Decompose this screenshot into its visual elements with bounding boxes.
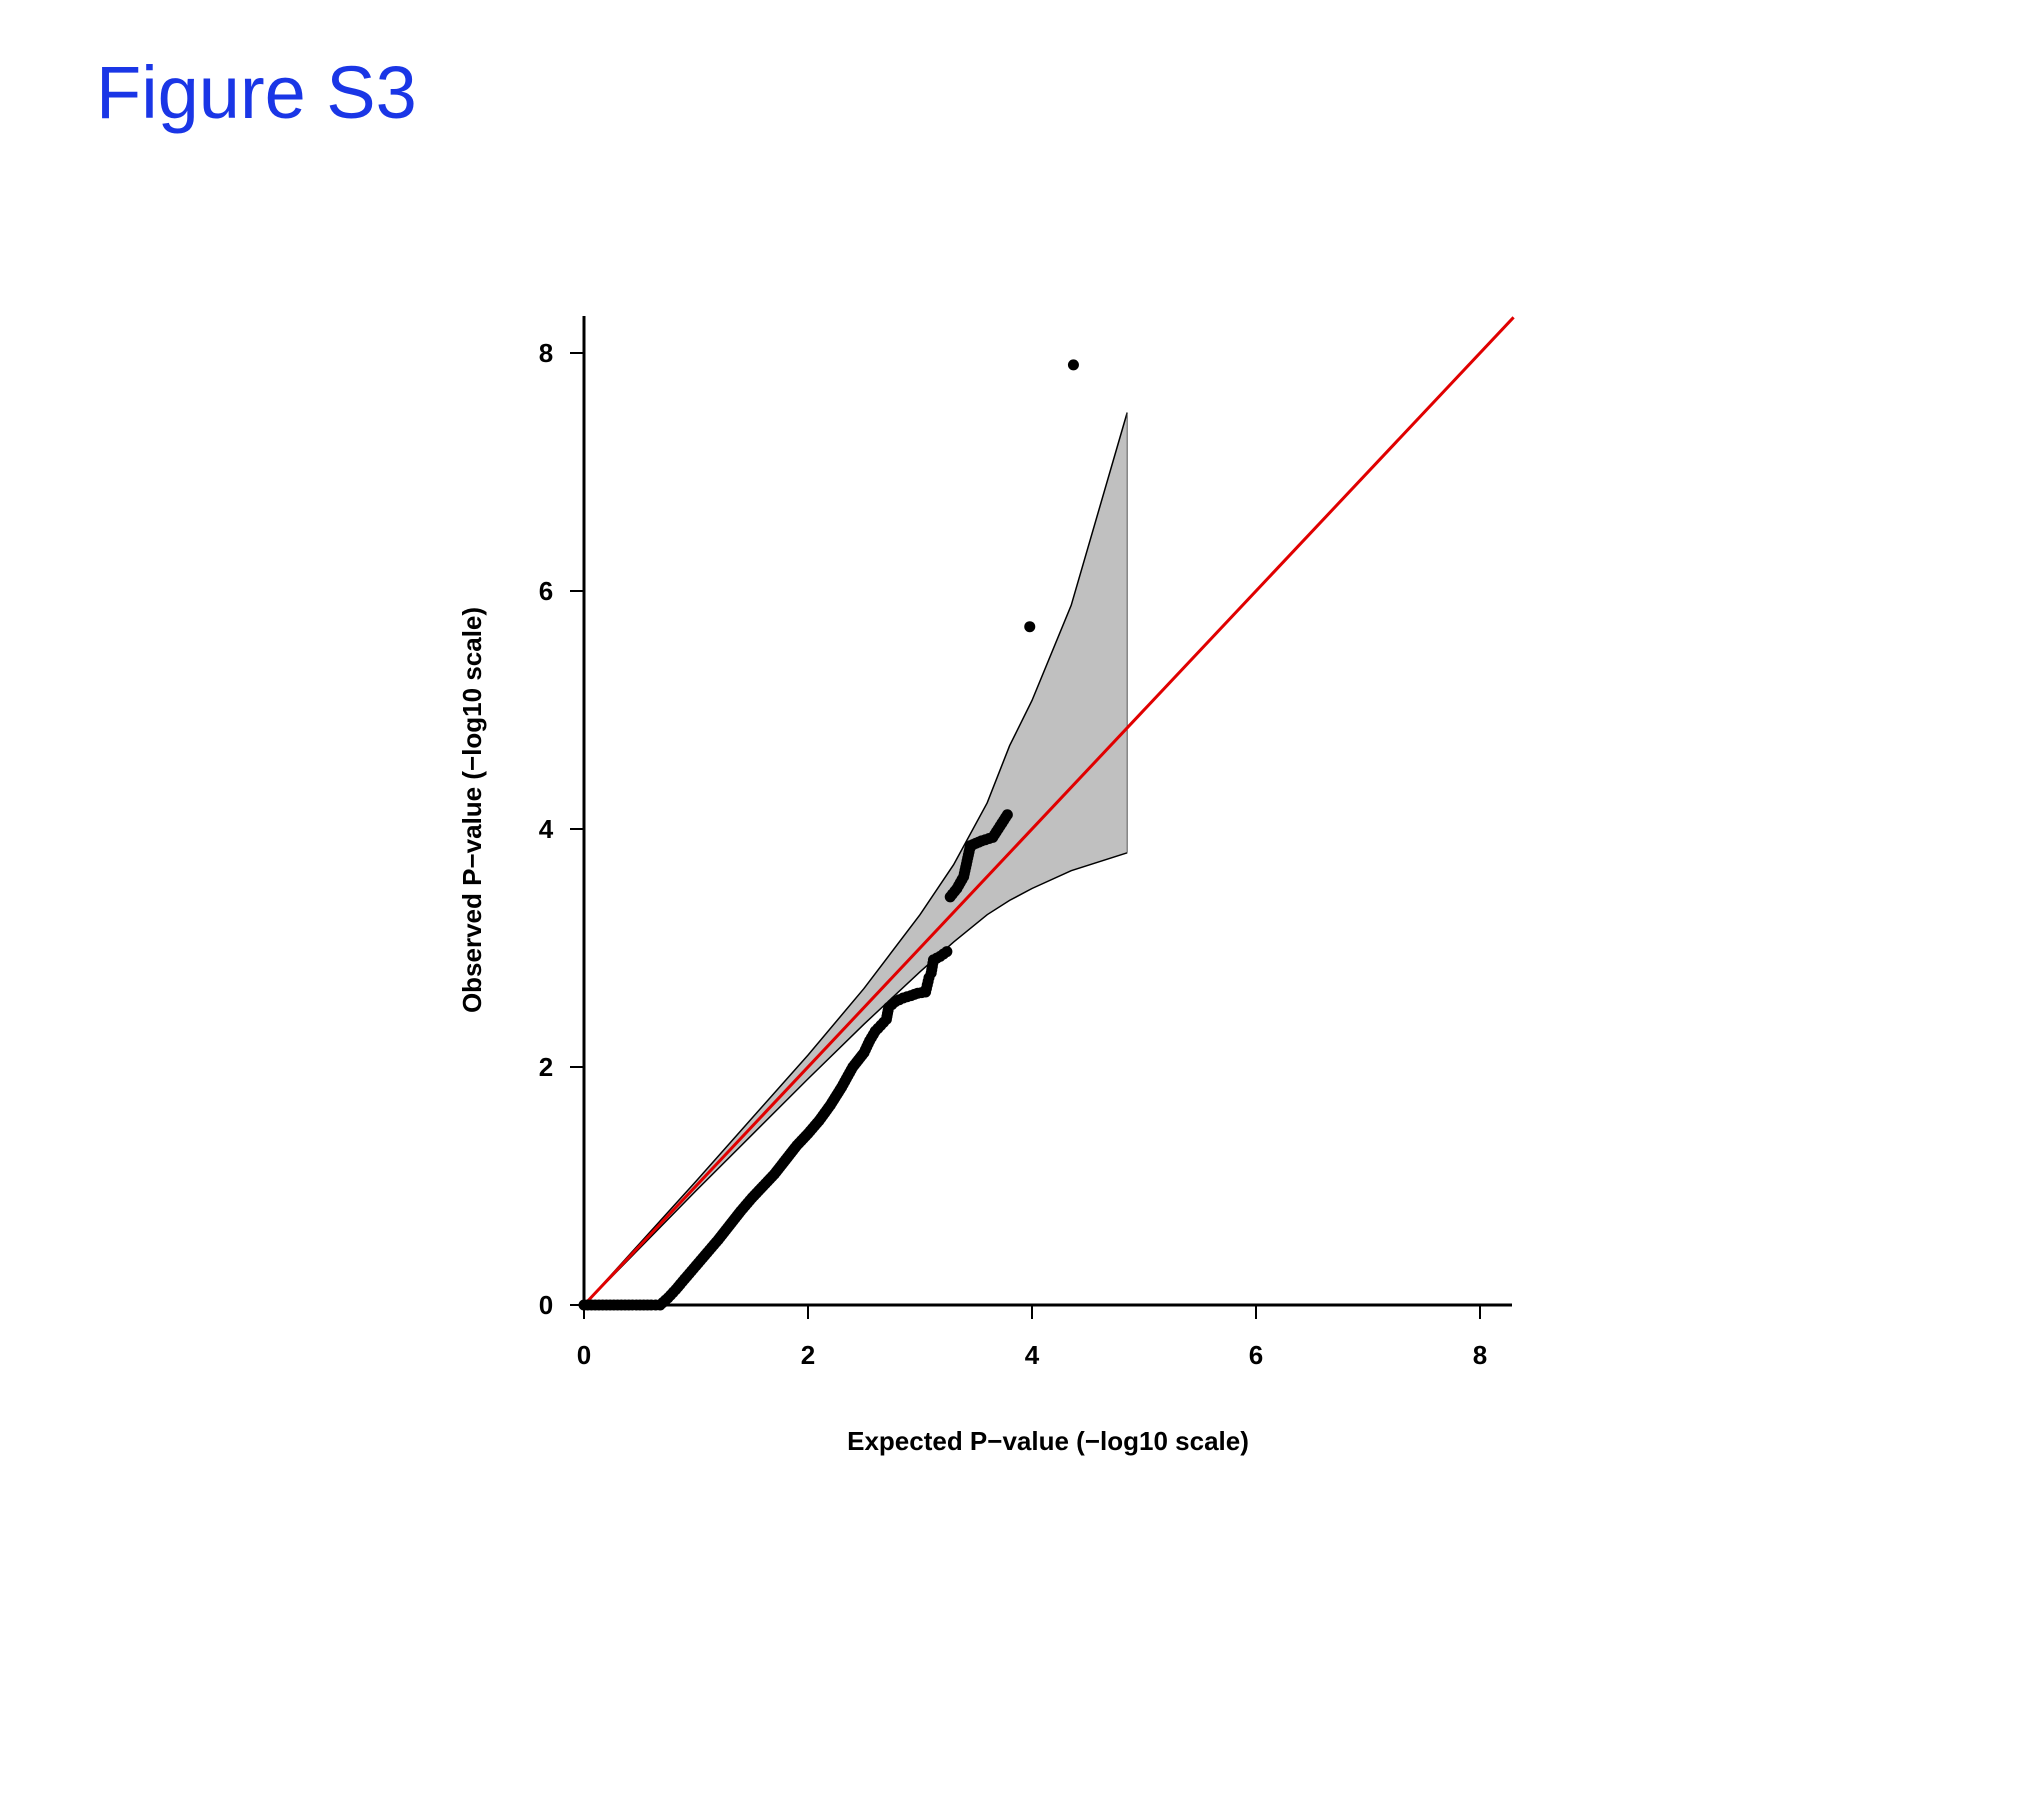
ticks: 0 2 4 6 8 0 2 4 6 8 <box>539 338 1487 1370</box>
confidence-band-lower <box>583 852 1128 1306</box>
reference-line <box>582 316 1515 1307</box>
reference-line-layer <box>582 316 1515 1307</box>
x-tick-label: 0 <box>577 1340 591 1370</box>
y-tick-label: 6 <box>539 576 553 606</box>
confidence-band-upper <box>583 412 1128 1306</box>
data-point <box>941 946 953 958</box>
data-point <box>1067 359 1079 371</box>
confidence-band-layer <box>583 412 1128 1306</box>
data-points <box>578 359 1079 1311</box>
x-tick-label: 8 <box>1473 1340 1487 1370</box>
data-point <box>1001 809 1013 821</box>
y-tick-label: 0 <box>539 1290 553 1320</box>
axes <box>582 316 1512 1307</box>
x-tick-label: 6 <box>1249 1340 1263 1370</box>
confidence-band <box>584 412 1128 1305</box>
y-tick-label: 8 <box>539 338 553 368</box>
y-axis-label: Observed P−value (−log10 scale) <box>457 607 487 1013</box>
x-tick-label: 2 <box>801 1340 815 1370</box>
figure-title: Figure S3 <box>96 51 417 134</box>
data-point <box>1024 621 1036 633</box>
y-tick-label: 2 <box>539 1052 553 1082</box>
y-tick-label: 4 <box>539 814 554 844</box>
x-tick-label: 4 <box>1025 1340 1040 1370</box>
x-axis-label: Expected P−value (−log10 scale) <box>847 1426 1249 1456</box>
